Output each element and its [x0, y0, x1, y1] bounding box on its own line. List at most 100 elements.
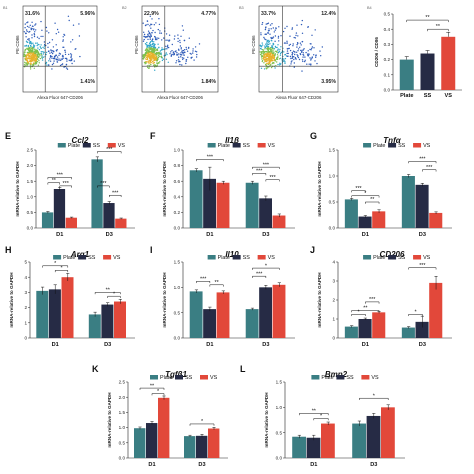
- event-dot: [61, 63, 64, 65]
- event-dot: [302, 53, 304, 56]
- event-dot: [60, 59, 62, 62]
- bar-d3-vs: [208, 428, 220, 458]
- event-dot: [180, 52, 182, 54]
- event-dot: [63, 46, 65, 48]
- event-dot: [42, 56, 45, 58]
- event-dot: [276, 58, 279, 61]
- event-dot: [48, 41, 51, 44]
- bar-d1-vs: [372, 211, 386, 228]
- x-tick-label-d1: D1: [362, 342, 369, 348]
- event-dot: [148, 50, 151, 52]
- event-dot: [28, 52, 30, 55]
- legend-label-plate: Plate: [373, 143, 385, 149]
- event-dot: [154, 66, 156, 68]
- event-dot: [296, 54, 298, 56]
- event-dot: [182, 29, 184, 31]
- event-dot: [272, 27, 274, 29]
- bar-d3-ss: [259, 198, 272, 228]
- event-dot: [192, 52, 194, 54]
- event-dot: [40, 35, 42, 38]
- event-dot: [181, 64, 183, 66]
- event-dot: [160, 49, 163, 51]
- event-dot: [38, 56, 40, 58]
- event-dot: [268, 28, 270, 30]
- event-dot: [149, 60, 151, 62]
- event-dot: [143, 31, 145, 33]
- legend-swatch-plate: [363, 143, 372, 148]
- y-tick-label: 0.5: [174, 310, 181, 315]
- event-dot: [283, 58, 285, 60]
- y-tick-label: 0.0: [276, 456, 283, 461]
- event-dot: [287, 52, 289, 55]
- event-dot: [165, 52, 167, 54]
- event-dot: [34, 59, 36, 62]
- y-tick-label: 0.1: [384, 72, 391, 77]
- event-dot: [146, 55, 148, 58]
- quadrant-value-q4: 1.84%: [201, 79, 216, 85]
- event-dot: [179, 63, 181, 66]
- event-dot: [295, 32, 298, 34]
- significance-bracket: [196, 281, 211, 284]
- bar-d1-plate: [344, 199, 358, 228]
- event-dot: [144, 52, 147, 55]
- event-dot: [58, 54, 60, 56]
- event-dot: [41, 56, 43, 58]
- event-dot: [41, 29, 43, 31]
- event-dot: [35, 49, 37, 51]
- event-dot: [145, 36, 147, 39]
- significance-label: *: [54, 261, 57, 267]
- event-dot: [267, 46, 269, 49]
- bar-d1-ss: [48, 289, 61, 338]
- event-dot: [260, 34, 262, 36]
- event-dot: [153, 24, 155, 26]
- event-dot: [286, 42, 288, 44]
- significance-bracket: [42, 265, 69, 268]
- legend-label-plate: Plate: [321, 375, 333, 381]
- quadrant-value-q2: 5.96%: [80, 11, 95, 17]
- event-dot: [147, 66, 149, 69]
- event-dot: [147, 62, 150, 64]
- legend-label-vs: VS: [371, 375, 379, 381]
- event-dot: [155, 22, 157, 24]
- event-dot: [262, 49, 264, 51]
- event-dot: [51, 57, 53, 59]
- event-dot: [49, 60, 52, 62]
- significance-bracket: [351, 190, 366, 193]
- quadrant-value-q4: 3.95%: [321, 79, 336, 85]
- event-dot: [167, 46, 170, 49]
- event-dot: [63, 66, 65, 68]
- event-dot: [32, 54, 35, 57]
- legend-label-vs: VS: [118, 143, 126, 149]
- event-dot: [158, 18, 160, 20]
- event-dot: [161, 59, 164, 62]
- significance-label: **: [312, 409, 317, 415]
- event-dot: [192, 48, 194, 50]
- significance-bracket: [313, 418, 329, 421]
- event-dot: [311, 46, 314, 48]
- event-dot: [273, 31, 275, 33]
- event-dot: [280, 46, 282, 48]
- quadrant-value-q2: 12.4%: [321, 11, 336, 17]
- event-dot: [272, 36, 275, 38]
- event-dot: [265, 58, 267, 60]
- legend-swatch-plate: [207, 143, 216, 148]
- event-dot: [35, 42, 37, 44]
- event-dot: [147, 34, 149, 36]
- panel-title: Arg1: [70, 250, 90, 259]
- significance-label: ***: [263, 162, 270, 168]
- event-dot: [309, 43, 311, 45]
- event-dot: [32, 51, 34, 53]
- quadrant-value-q4: 1.41%: [80, 79, 95, 85]
- event-dot: [28, 58, 30, 60]
- bar-d3-plate: [245, 182, 259, 228]
- significance-bracket: [252, 166, 280, 169]
- event-dot: [316, 62, 318, 65]
- bar-d3-plate: [352, 423, 366, 458]
- event-dot: [149, 15, 151, 17]
- event-dot: [296, 44, 298, 46]
- significance-bracket: [408, 314, 423, 317]
- event-dot: [62, 57, 64, 60]
- event-dot: [45, 61, 48, 64]
